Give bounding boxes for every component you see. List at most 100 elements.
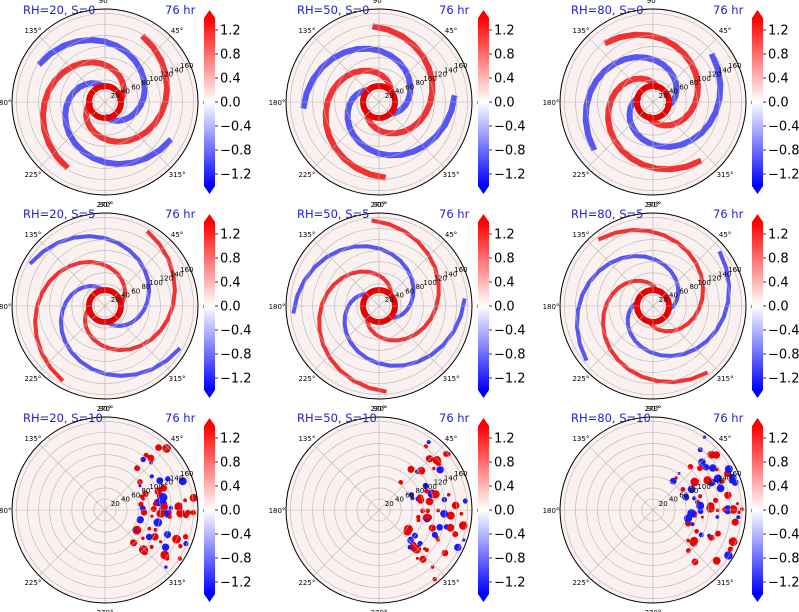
colorbar-body	[752, 222, 763, 390]
angle-tick-label: 270°	[97, 405, 114, 413]
angle-tick-label: 90°	[647, 0, 659, 5]
angle-tick-label: 270°	[97, 201, 114, 209]
radial-tick-label: 80	[141, 79, 150, 87]
radial-tick-label: 120	[708, 275, 721, 283]
colorbar-tick-label: 0.8	[494, 456, 515, 471]
radial-tick-label: 80	[689, 283, 698, 291]
radial-tick-label: 140	[718, 270, 731, 278]
radial-tick-label: 80	[415, 487, 424, 495]
convective-cell	[452, 531, 459, 538]
convective-cell	[147, 526, 152, 531]
angle-tick-label: 180°	[543, 303, 560, 311]
angle-tick-label: 135°	[298, 27, 315, 35]
spiral-band	[33, 259, 128, 383]
convective-cell	[136, 516, 144, 524]
convective-cell	[454, 543, 462, 552]
colorbar-tick-label: 0.8	[220, 456, 241, 471]
convective-cell	[713, 497, 719, 503]
radial-tick-label: 100	[149, 279, 162, 287]
panel-time: 76 hr	[713, 411, 744, 425]
colorbar-extend-high	[204, 418, 215, 426]
radial-tick-label: 60	[131, 491, 140, 499]
radial-tick-label: 40	[121, 88, 130, 96]
colorbar-tick-label: 0.4	[768, 276, 789, 291]
angle-tick-label: 180°	[269, 99, 286, 107]
colorbar-tick-label: −0.4	[220, 120, 252, 135]
radial-tick-label: 120	[160, 479, 173, 487]
radial-tick-label: 80	[415, 79, 424, 87]
angle-tick-label: 270°	[371, 405, 388, 413]
colorbar-tick-label: −0.4	[768, 120, 799, 135]
angular-gridline	[312, 101, 380, 169]
colorbar-extend-low	[752, 390, 763, 398]
colorbar: 1.2 0.8 0.4 0.0 −0.4 −0.8 −1.2	[752, 10, 799, 194]
convective-cell	[143, 493, 148, 497]
angle-tick-label: 135°	[572, 231, 589, 239]
convective-cell	[737, 510, 741, 514]
convective-cell	[728, 505, 738, 514]
polar-panel: 90°45°0°315°270°225°180°135°204060801001…	[269, 405, 485, 612]
polar-frame	[559, 416, 747, 604]
convective-cell	[715, 515, 720, 519]
angular-gridline	[312, 509, 380, 577]
convective-cell	[138, 484, 142, 488]
radial-tick-label: 60	[405, 287, 414, 295]
convective-cell	[690, 522, 695, 527]
angular-gridline	[38, 239, 106, 307]
angular-gridline	[104, 101, 172, 169]
colorbar: 1.2 0.8 0.4 0.0 −0.4 −0.8 −1.2	[478, 214, 526, 398]
angular-gridline	[378, 239, 446, 307]
angle-tick-label: 225°	[572, 375, 589, 383]
colorbar-tick-label: 0.8	[494, 48, 515, 63]
radial-tick-label: 120	[160, 275, 173, 283]
angle-tick-label: 315°	[717, 375, 734, 383]
angle-tick-label: 45°	[171, 27, 183, 35]
spiral-band	[603, 31, 701, 129]
colorbar-tick-label: 1.2	[494, 228, 515, 243]
polar-panel: 90°45°0°315°270°225°180°135°204060801001…	[269, 0, 485, 209]
spiral-band	[83, 33, 171, 145]
colorbar-tick-label: 1.2	[220, 432, 241, 447]
convective-cell	[446, 493, 451, 497]
radial-tick-label: 60	[131, 287, 140, 295]
convective-cell	[674, 476, 678, 480]
radial-tick-label: 140	[718, 474, 731, 482]
radial-tick-label: 20	[659, 92, 668, 100]
convective-cell	[424, 488, 430, 494]
convective-cell	[407, 465, 415, 473]
angular-gridline	[378, 35, 446, 103]
convective-cell	[731, 479, 739, 486]
angle-tick-label: 135°	[24, 231, 41, 239]
colorbar-body	[752, 426, 763, 594]
angular-gridline	[586, 509, 654, 577]
radial-tick-label: 80	[689, 487, 698, 495]
angle-tick-label: 180°	[543, 99, 560, 107]
angular-gridline	[586, 101, 654, 169]
colorbar-tick-label: 0.4	[494, 276, 515, 291]
angle-tick-label: 225°	[572, 579, 589, 587]
colorbar-extend-low	[478, 594, 489, 602]
convective-cell	[443, 450, 450, 457]
panel-label: RH=80, S=0	[571, 3, 643, 17]
spiral-band	[364, 218, 441, 343]
convective-cell	[434, 458, 442, 466]
convective-cell	[459, 511, 464, 516]
colorbar-extend-low	[478, 186, 489, 194]
angular-gridline	[312, 35, 380, 103]
spiral-band	[574, 253, 681, 362]
convective-cell	[712, 451, 721, 459]
spiral-band	[582, 54, 680, 152]
convective-cell	[700, 515, 704, 519]
polar-frame	[11, 212, 199, 400]
radial-tick-label: 40	[395, 88, 404, 96]
angular-gridline	[312, 305, 380, 373]
colorbar-extend-high	[752, 10, 763, 18]
colorbar-tick-label: 0.4	[220, 72, 241, 87]
convective-cell	[150, 506, 157, 512]
angular-gridline	[652, 101, 720, 169]
panel-time: 76 hr	[713, 3, 744, 17]
angle-tick-label: 135°	[572, 27, 589, 35]
angle-tick-label: 45°	[719, 435, 731, 443]
colorbar-body	[204, 18, 215, 186]
convective-cell	[158, 493, 168, 502]
